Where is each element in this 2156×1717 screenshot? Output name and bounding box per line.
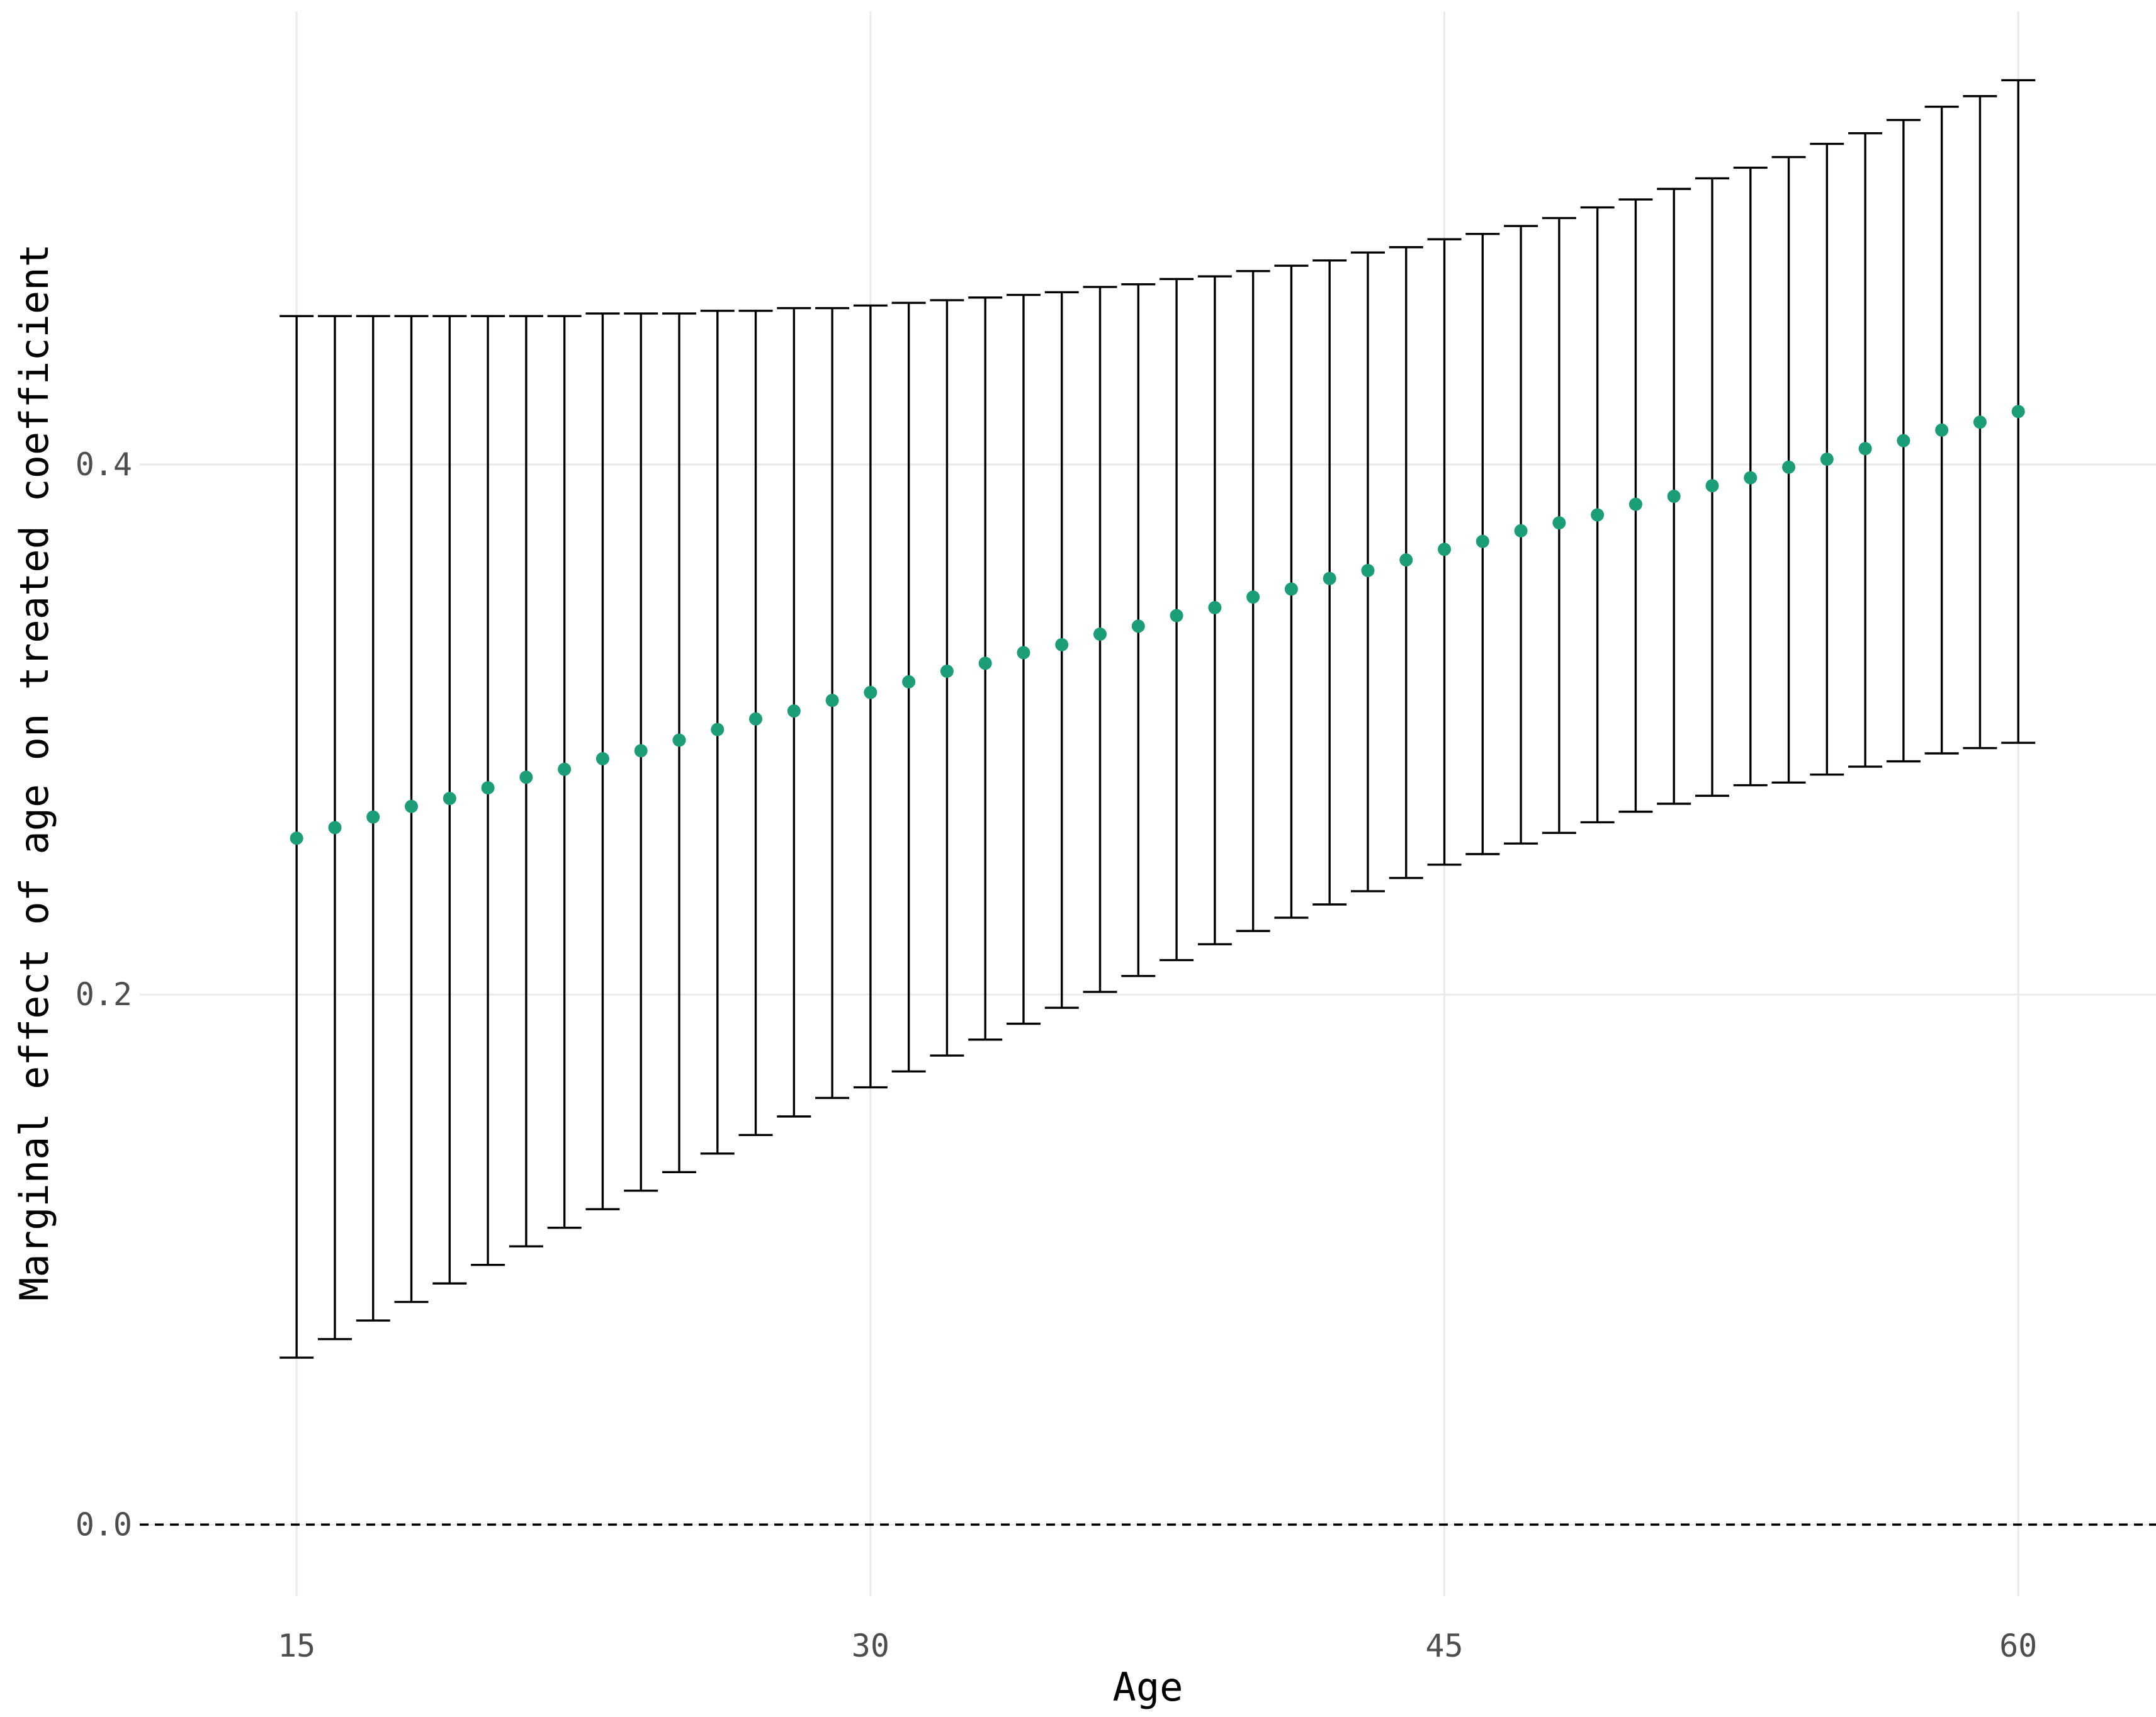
point-age-25	[672, 733, 686, 747]
point-age-44	[1399, 553, 1413, 567]
point-age-38	[1170, 609, 1183, 622]
point-age-37	[1131, 619, 1145, 633]
errorbar-age-32	[930, 299, 964, 1057]
point-age-28	[787, 704, 801, 718]
x-tick-label: 45	[1425, 1628, 1463, 1664]
point-age-53	[1744, 471, 1758, 485]
point-age-18	[405, 799, 419, 813]
errorbar-age-34	[1006, 293, 1041, 1025]
point-age-48	[1552, 516, 1566, 530]
point-age-42	[1323, 571, 1336, 585]
point-age-60	[2011, 405, 2025, 419]
point-age-26	[711, 723, 725, 736]
point-age-36	[1093, 628, 1107, 641]
point-age-41	[1284, 582, 1298, 596]
x-axis-title: Age	[1113, 1664, 1183, 1710]
point-age-43	[1361, 563, 1375, 577]
point-age-56	[1858, 442, 1872, 456]
x-tick-label: 15	[278, 1628, 315, 1664]
point-age-32	[940, 664, 954, 678]
point-age-39	[1208, 600, 1222, 614]
point-age-57	[1897, 434, 1910, 448]
y-tick-label: 0.4	[76, 446, 132, 483]
point-age-15	[290, 831, 303, 845]
point-age-20	[481, 781, 495, 795]
point-age-55	[1820, 453, 1834, 466]
point-age-21	[519, 770, 533, 784]
y-axis-tick-labels: 0.0 0.2 0.4	[76, 446, 132, 1543]
point-age-24	[634, 744, 648, 758]
point-age-27	[749, 712, 763, 726]
point-age-51	[1667, 490, 1681, 504]
point-age-34	[1017, 646, 1030, 660]
y-tick-label: 0.2	[76, 976, 132, 1013]
point-age-29	[825, 694, 839, 707]
y-axis-title: Marginal effect of age on treated coeffi…	[11, 244, 57, 1301]
point-age-31	[902, 675, 916, 689]
point-age-19	[443, 792, 456, 806]
point-age-59	[1973, 415, 1987, 429]
point-age-45	[1438, 543, 1452, 556]
point-age-17	[366, 810, 380, 824]
point-age-33	[978, 656, 992, 670]
error-bars	[279, 79, 2036, 1359]
point-age-40	[1246, 590, 1260, 604]
point-age-16	[328, 821, 342, 835]
point-age-49	[1591, 508, 1605, 522]
x-axis-tick-labels: 15 30 45 60	[278, 1628, 2037, 1664]
x-tick-label: 30	[852, 1628, 889, 1664]
point-age-35	[1055, 638, 1069, 651]
point-estimates	[290, 405, 2025, 845]
point-age-50	[1628, 497, 1642, 511]
point-age-58	[1935, 423, 1949, 437]
point-age-46	[1476, 534, 1489, 548]
point-age-52	[1705, 479, 1719, 493]
x-tick-label: 60	[1999, 1628, 2037, 1664]
point-age-54	[1782, 460, 1796, 474]
point-age-30	[864, 685, 878, 699]
y-tick-label: 0.0	[76, 1506, 132, 1543]
grid-lines	[140, 11, 2156, 1596]
point-age-47	[1514, 524, 1528, 538]
point-age-22	[558, 762, 572, 776]
point-age-23	[595, 752, 609, 765]
